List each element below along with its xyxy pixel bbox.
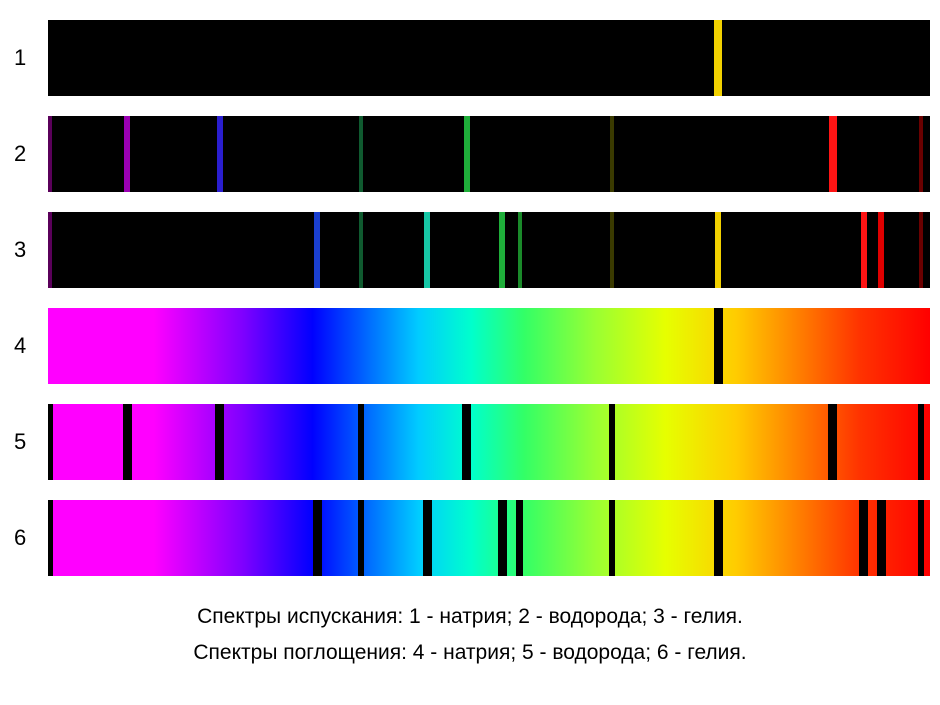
spectral-line [462,404,471,480]
spectral-line [123,404,132,480]
spectral-line [610,212,614,288]
row-label-2: 2 [10,141,48,167]
spectral-line [424,212,430,288]
spectral-line [610,116,614,192]
row-label-3: 3 [10,237,48,263]
spectral-line [714,20,722,96]
spectral-line [919,116,923,192]
spectral-line [359,116,363,192]
spectral-line [313,500,322,576]
caption-emission: Спектры испускания: 1 - натрия; 2 - водо… [10,600,930,634]
spectral-line [217,116,223,192]
spectral-line [919,212,923,288]
spectrum-row-5: 5 [10,404,930,480]
spectrum-row-6: 6 [10,500,930,576]
spectral-line [859,500,868,576]
spectral-line [215,404,224,480]
spectral-line [314,212,320,288]
row-label-1: 1 [10,45,48,71]
spectral-line [48,404,53,480]
spectrum-row-3: 3 [10,212,930,288]
spectral-line [423,500,432,576]
spectral-line [877,500,886,576]
spectral-line [609,500,615,576]
emission-spectrum-2 [48,116,930,192]
spectral-line [358,500,364,576]
spectral-line [828,404,837,480]
absorption-spectrum-6 [48,500,930,576]
absorption-spectrum-4 [48,308,930,384]
absorption-spectrum-5 [48,404,930,480]
spectral-line [48,500,53,576]
row-label-5: 5 [10,429,48,455]
spectrum-row-2: 2 [10,116,930,192]
spectra-rows: 1 2 3 4 5 6 [10,20,930,576]
spectral-line [714,500,723,576]
spectral-line [609,404,615,480]
spectral-line [829,116,837,192]
emission-spectrum-1 [48,20,930,96]
spectral-line [518,212,522,288]
spectrum-row-4: 4 [10,308,930,384]
spectral-line [918,404,924,480]
spectral-line [464,116,470,192]
spectral-line [878,212,884,288]
spectral-line [499,212,505,288]
spectral-line [358,404,364,480]
row-label-4: 4 [10,333,48,359]
spectral-line [714,308,723,384]
spectral-line [48,116,52,192]
emission-spectrum-3 [48,212,930,288]
spectra-diagram: 1 2 3 4 5 6 Спектры испускания: 1 - натрия; 2… [0,0,940,705]
spectral-line [124,116,130,192]
caption: Спектры испускания: 1 - натрия; 2 - водо… [10,600,930,669]
row-label-6: 6 [10,525,48,551]
spectral-line [715,212,721,288]
spectral-line [861,212,867,288]
spectral-line [359,212,363,288]
spectrum-row-1: 1 [10,20,930,96]
spectral-line [498,500,507,576]
spectral-line [48,212,52,288]
spectral-line [516,500,523,576]
spectral-line [918,500,924,576]
caption-absorption: Спектры поглощения: 4 - натрия; 5 - водо… [10,636,930,670]
